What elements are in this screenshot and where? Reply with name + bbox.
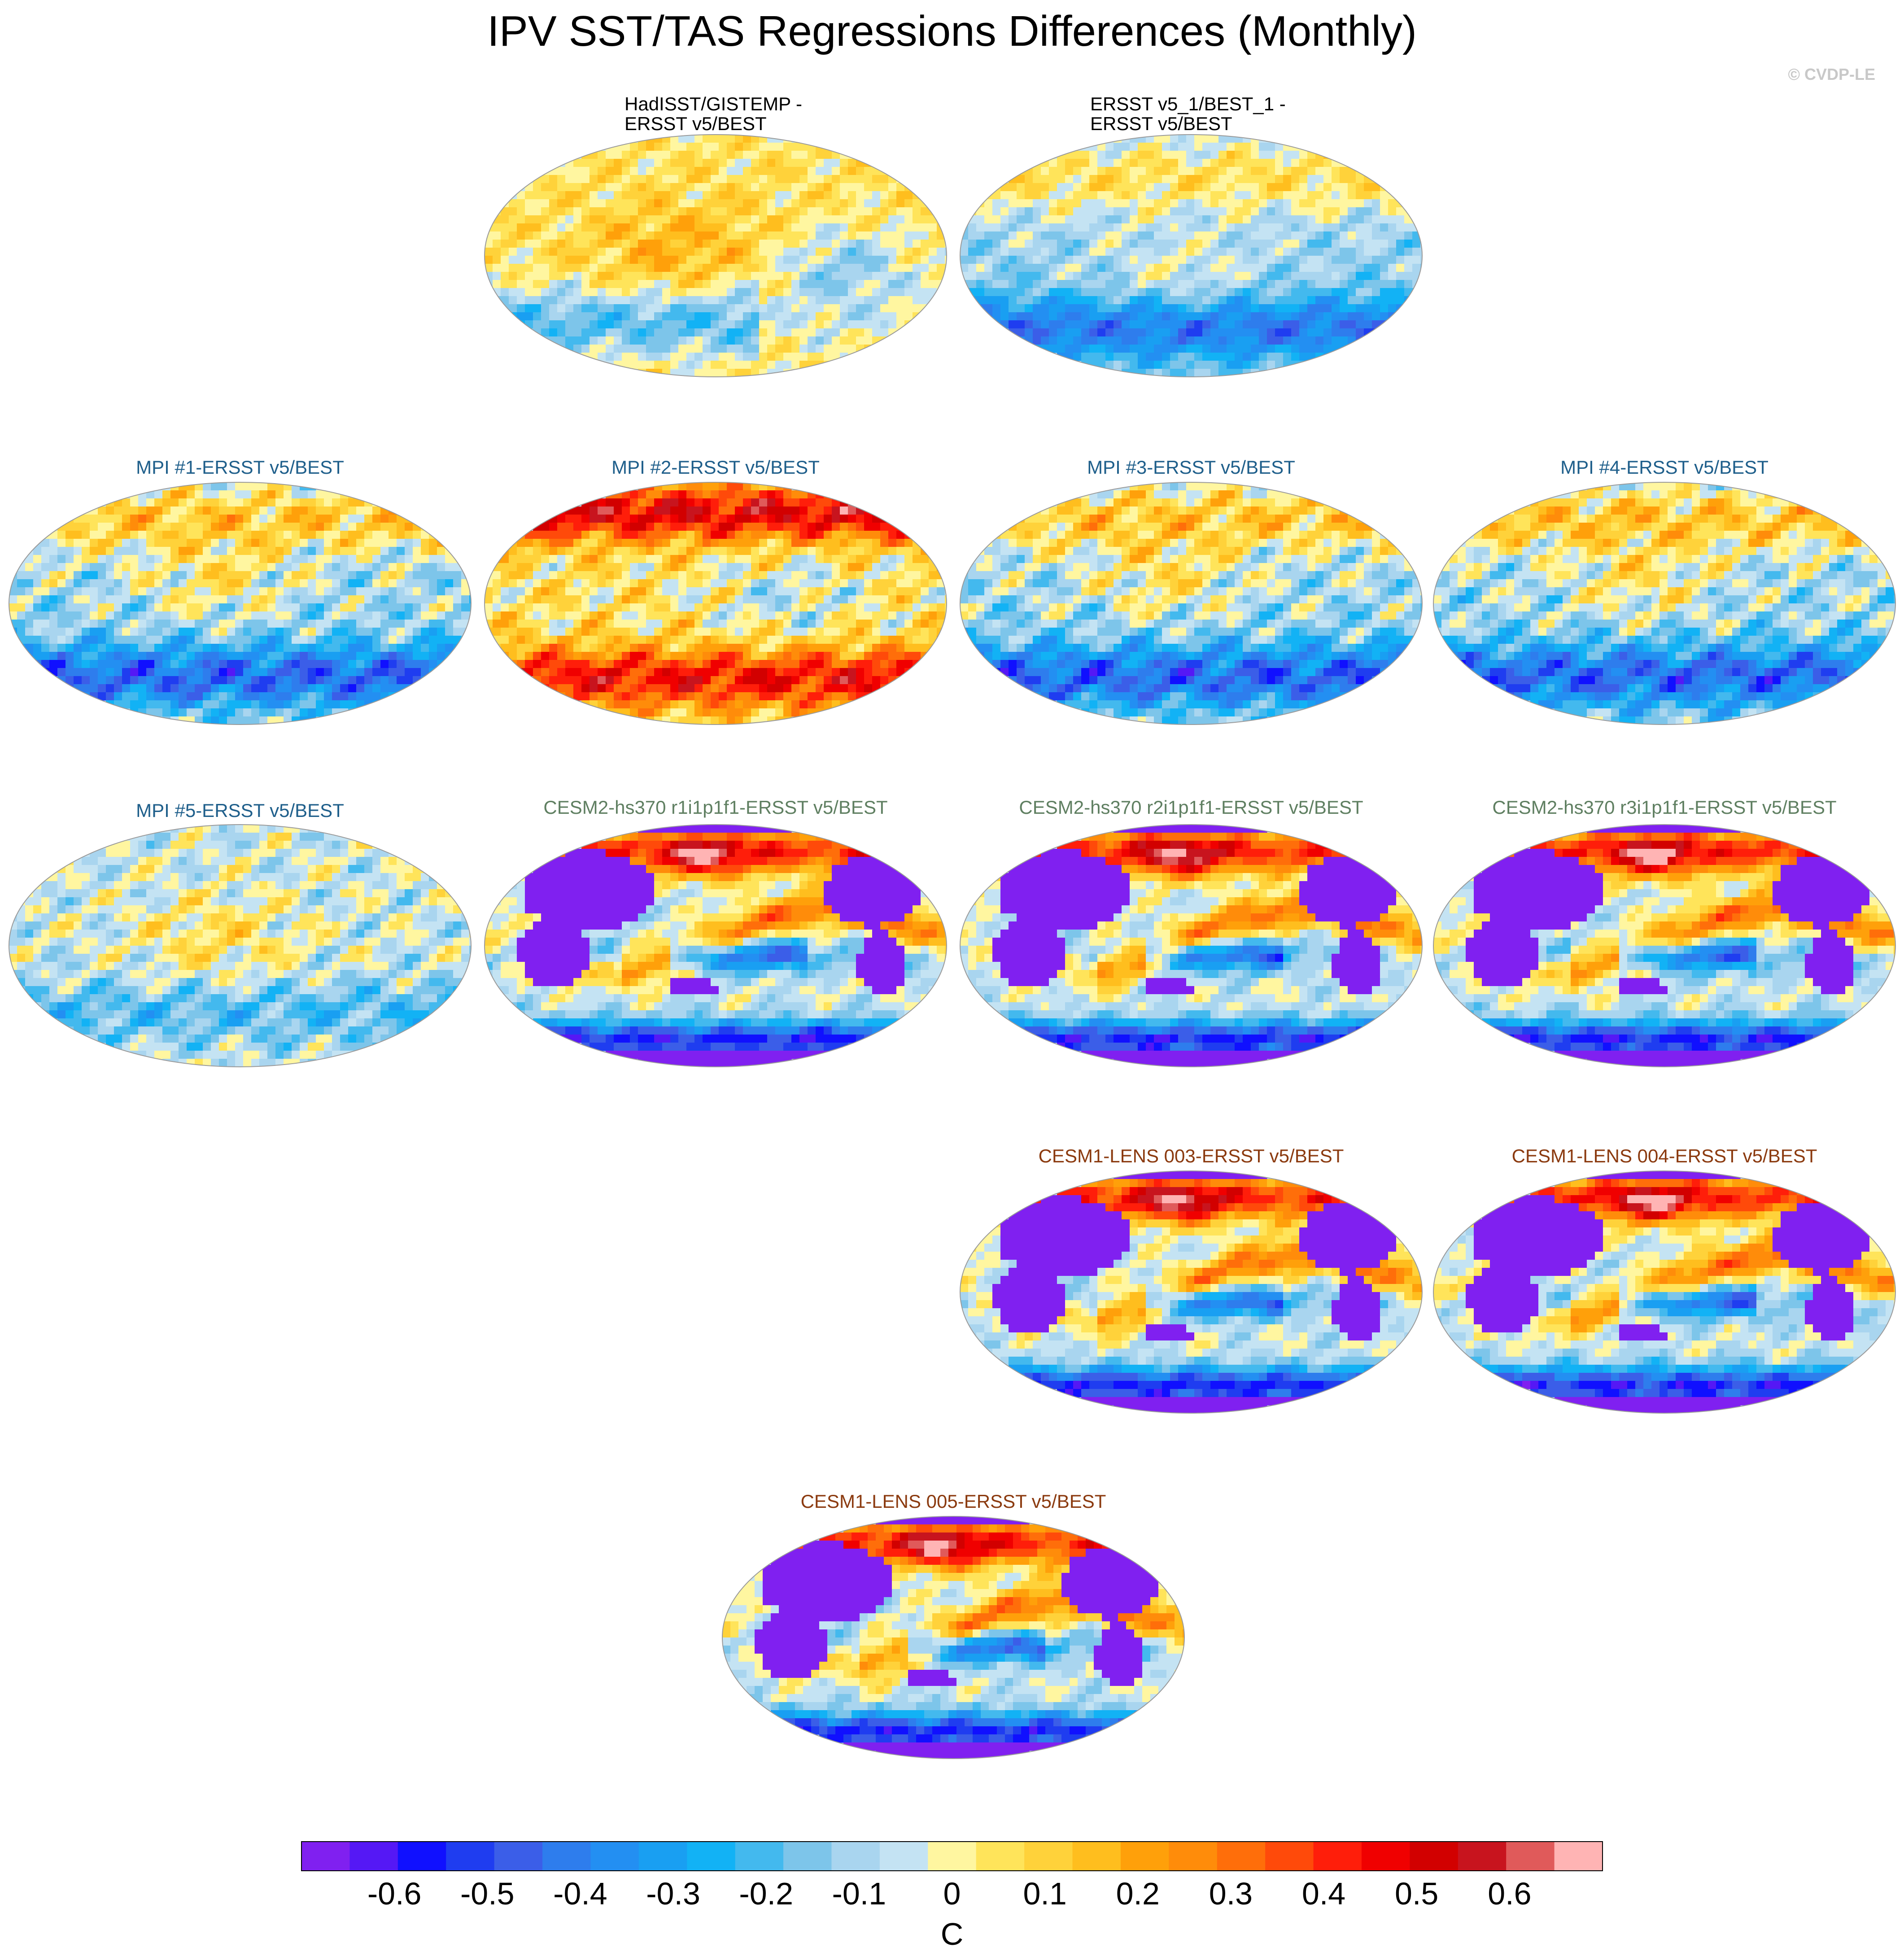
panel-title-mpi3: MPI #3-ERSST v5/BEST	[1087, 457, 1295, 478]
map-panel-hadisst	[484, 134, 947, 377]
panel-title-mpi4: MPI #4-ERSST v5/BEST	[1560, 457, 1769, 478]
colorbar-swatch	[349, 1842, 398, 1871]
map-outline	[960, 1170, 1423, 1414]
map-outline	[9, 824, 472, 1067]
colorbar-tick-label: -0.6	[367, 1876, 422, 1911]
colorbar-swatch	[1506, 1842, 1555, 1871]
map-outline	[1433, 1170, 1896, 1414]
colorbar-swatch	[542, 1842, 591, 1871]
map-panel-lens005	[722, 1516, 1185, 1759]
map-panel-cesm2r1	[484, 824, 947, 1067]
map-panel-mpi4	[1433, 482, 1896, 725]
colorbar-tick-label: 0	[943, 1876, 961, 1911]
colorbar-swatch	[590, 1842, 639, 1871]
colorbar-swatch	[1024, 1842, 1073, 1871]
map-panel-mpi1	[9, 482, 472, 725]
panel-title-cesm2-r1: CESM2-hs370 r1i1p1f1-ERSST v5/BEST	[543, 797, 888, 818]
colorbar-tick-label: -0.1	[832, 1876, 886, 1911]
colorbar-tick-label: -0.5	[460, 1876, 515, 1911]
colorbar-swatch	[301, 1842, 350, 1871]
map-panels	[9, 134, 1896, 1759]
colorbar-tick-label: 0.5	[1395, 1876, 1438, 1911]
colorbar-tick-label: 0.1	[1023, 1876, 1066, 1911]
panel-title-lens004: CESM1-LENS 004-ERSST v5/BEST	[1511, 1145, 1817, 1166]
map-panel-lens004	[1433, 1170, 1896, 1414]
map-outline	[9, 482, 472, 725]
map-panel-ersst51	[960, 134, 1423, 377]
colorbar-swatch	[1120, 1842, 1169, 1871]
colorbar-tick-label: 0.4	[1302, 1876, 1345, 1911]
panel-title-lens003: CESM1-LENS 003-ERSST v5/BEST	[1038, 1145, 1344, 1166]
colorbar-swatch	[1265, 1842, 1314, 1871]
map-outline	[484, 482, 947, 725]
colorbar-swatch	[397, 1842, 446, 1871]
panel-title-ersst51: ERSST v5_1/BEST_1 - ERSST v5/BEST	[1090, 93, 1286, 134]
map-outline	[960, 134, 1423, 377]
colorbar-swatch	[783, 1842, 832, 1871]
colorbar-swatch	[1410, 1842, 1459, 1871]
map-outline	[722, 1516, 1185, 1759]
colorbar-tick-label: 0.2	[1116, 1876, 1160, 1911]
map-outline	[484, 824, 947, 1067]
panel-title-mpi5: MPI #5-ERSST v5/BEST	[136, 800, 344, 821]
colorbar-tick-label: 0.6	[1488, 1876, 1531, 1911]
colorbar-swatch	[687, 1842, 736, 1871]
colorbar-tick-label: -0.3	[646, 1876, 700, 1911]
colorbar-tick-label: -0.2	[739, 1876, 793, 1911]
colorbar-tick-label: 0.3	[1209, 1876, 1253, 1911]
colorbar-swatch	[1361, 1842, 1410, 1871]
map-outline	[1433, 824, 1896, 1067]
colorbar-swatch	[1554, 1842, 1603, 1871]
colorbar-swatch	[1169, 1842, 1218, 1871]
panel-title-cesm2-r2: CESM2-hs370 r2i1p1f1-ERSST v5/BEST	[1019, 797, 1363, 818]
colorbar-swatch	[638, 1842, 687, 1871]
map-outline	[960, 824, 1423, 1067]
colorbar-swatch	[1217, 1842, 1266, 1871]
map-outline	[960, 482, 1423, 725]
panel-title-hadisst: HadISST/GISTEMP - ERSST v5/BEST	[624, 93, 802, 134]
colorbar-swatch	[879, 1842, 928, 1871]
figure-title: IPV SST/TAS Regressions Differences (Mon…	[487, 7, 1417, 55]
map-panel-lens003	[960, 1170, 1423, 1414]
colorbar-swatch	[735, 1842, 784, 1871]
colorbar-swatch	[446, 1842, 495, 1871]
panel-title-mpi1: MPI #1-ERSST v5/BEST	[136, 457, 344, 478]
colorbar: -0.6 -0.5 -0.4 -0.3 -0.2 -0.1 0 0.1 0.2 0.3 0.4 0.5…	[301, 1841, 1603, 1952]
colorbar-swatch	[928, 1842, 977, 1871]
colorbar-swatch	[1458, 1842, 1507, 1871]
panel-title-lens005: CESM1-LENS 005-ERSST v5/BEST	[800, 1491, 1106, 1512]
watermark: © CVDP-LE	[1788, 65, 1875, 83]
map-panel-cesm2r3	[1433, 824, 1896, 1067]
panel-title-mpi2: MPI #2-ERSST v5/BEST	[611, 457, 820, 478]
colorbar-swatch	[831, 1842, 880, 1871]
colorbar-swatch	[1313, 1842, 1362, 1871]
map-outline	[1433, 482, 1896, 725]
map-panel-mpi2	[484, 482, 947, 725]
colorbar-unit-label: C	[941, 1917, 964, 1952]
colorbar-tick-label: -0.4	[553, 1876, 607, 1911]
colorbar-swatch	[976, 1842, 1025, 1871]
panel-title-cesm2-r3: CESM2-hs370 r3i1p1f1-ERSST v5/BEST	[1492, 797, 1837, 818]
map-panel-mpi3	[960, 482, 1423, 725]
map-panel-mpi5	[9, 824, 472, 1067]
colorbar-swatch	[494, 1842, 543, 1871]
colorbar-swatch	[1072, 1842, 1121, 1871]
map-outline	[484, 134, 947, 377]
map-panel-cesm2r2	[960, 824, 1423, 1067]
